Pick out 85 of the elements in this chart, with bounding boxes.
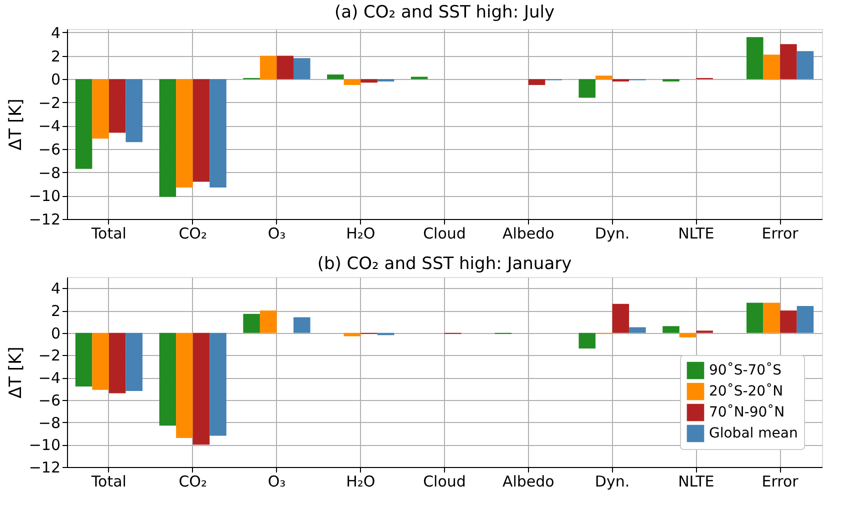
bar bbox=[796, 306, 814, 333]
bar bbox=[210, 332, 226, 436]
x-tick-label: CO₂ bbox=[178, 472, 207, 490]
bar bbox=[176, 332, 193, 438]
bar bbox=[276, 56, 294, 80]
x-tick-label: Dyn. bbox=[594, 472, 630, 490]
x-tick-label: Dyn. bbox=[594, 224, 630, 242]
bar bbox=[746, 37, 764, 80]
x-tick-label: CO₂ bbox=[178, 224, 207, 242]
y-tick-label: −10 bbox=[28, 436, 60, 454]
y-tick-label: 4 bbox=[50, 24, 60, 42]
y-tick-label: 2 bbox=[50, 47, 60, 66]
y-tick-label: −6 bbox=[38, 140, 60, 159]
bar bbox=[294, 58, 310, 80]
x-tick-label: H₂O bbox=[346, 472, 376, 490]
x-tick-label: NLTE bbox=[678, 224, 714, 242]
bar bbox=[578, 332, 596, 349]
x-tick-label: Error bbox=[762, 472, 800, 490]
bar bbox=[159, 332, 176, 426]
bar bbox=[780, 44, 797, 80]
y-axis-title: ΔT [K] bbox=[6, 346, 26, 398]
x-tick-label: O₃ bbox=[268, 472, 286, 490]
x-tick-label: Albedo bbox=[502, 224, 554, 242]
bar bbox=[612, 304, 630, 333]
x-tick-label: H₂O bbox=[346, 224, 376, 242]
bar bbox=[780, 310, 797, 333]
chart-title: (a) CO₂ and SST high: July bbox=[334, 2, 555, 22]
bar bbox=[260, 56, 277, 80]
y-tick-label: −6 bbox=[38, 391, 60, 410]
x-tick-label: NLTE bbox=[678, 472, 714, 490]
y-tick-label: 0 bbox=[50, 324, 60, 342]
bar bbox=[294, 317, 310, 333]
bar bbox=[192, 79, 210, 182]
x-tick-label: O₃ bbox=[268, 224, 286, 242]
y-tick-label: −2 bbox=[38, 94, 60, 112]
x-tick-label: Total bbox=[90, 472, 126, 490]
y-tick-label: 4 bbox=[50, 280, 60, 298]
bar bbox=[596, 76, 612, 80]
bar bbox=[629, 327, 646, 333]
x-tick-label: Cloud bbox=[423, 224, 466, 242]
bar bbox=[796, 51, 814, 80]
y-tick-label: 2 bbox=[50, 302, 60, 320]
bar bbox=[108, 79, 126, 133]
y-tick-label: −2 bbox=[38, 346, 60, 365]
bar bbox=[192, 332, 210, 445]
bar bbox=[243, 314, 260, 333]
bar bbox=[344, 79, 361, 85]
bar bbox=[662, 326, 680, 333]
bar bbox=[327, 74, 344, 80]
bar bbox=[92, 332, 109, 390]
bar bbox=[108, 332, 126, 394]
y-tick-label: −8 bbox=[38, 164, 60, 182]
y-tick-label: −12 bbox=[28, 458, 60, 476]
bar bbox=[746, 302, 764, 333]
bar bbox=[126, 79, 142, 142]
x-tick-label: Cloud bbox=[423, 472, 466, 490]
bar bbox=[210, 79, 226, 188]
bar bbox=[126, 332, 142, 391]
y-tick-label: −8 bbox=[38, 414, 60, 432]
legend-label: 90˚S-70˚S bbox=[709, 362, 782, 378]
y-tick-label: −12 bbox=[28, 210, 60, 228]
legend-label: 70˚N-90˚N bbox=[709, 404, 785, 420]
legend-label: Global mean bbox=[709, 426, 798, 442]
y-tick-label: 0 bbox=[50, 70, 60, 89]
bar bbox=[578, 79, 596, 98]
x-tick-label: Total bbox=[90, 224, 126, 242]
bar bbox=[92, 79, 109, 139]
bar bbox=[260, 310, 277, 333]
bar bbox=[763, 302, 780, 333]
bar bbox=[763, 54, 780, 80]
y-tick-label: −10 bbox=[28, 187, 60, 206]
bar bbox=[159, 79, 176, 197]
y-tick-label: −4 bbox=[38, 369, 60, 388]
y-tick-label: −4 bbox=[38, 117, 60, 136]
bar bbox=[75, 79, 92, 169]
chart-title: (b) CO₂ and SST high: January bbox=[317, 254, 572, 274]
bar bbox=[528, 79, 546, 85]
bar bbox=[75, 332, 92, 387]
bar bbox=[176, 79, 193, 188]
x-tick-label: Albedo bbox=[502, 472, 554, 490]
bar bbox=[360, 79, 378, 83]
y-axis-title: ΔT [K] bbox=[6, 98, 26, 150]
x-tick-label: Error bbox=[762, 224, 800, 242]
legend-label: 20˚S-20˚N bbox=[709, 382, 784, 400]
bar bbox=[679, 332, 696, 338]
